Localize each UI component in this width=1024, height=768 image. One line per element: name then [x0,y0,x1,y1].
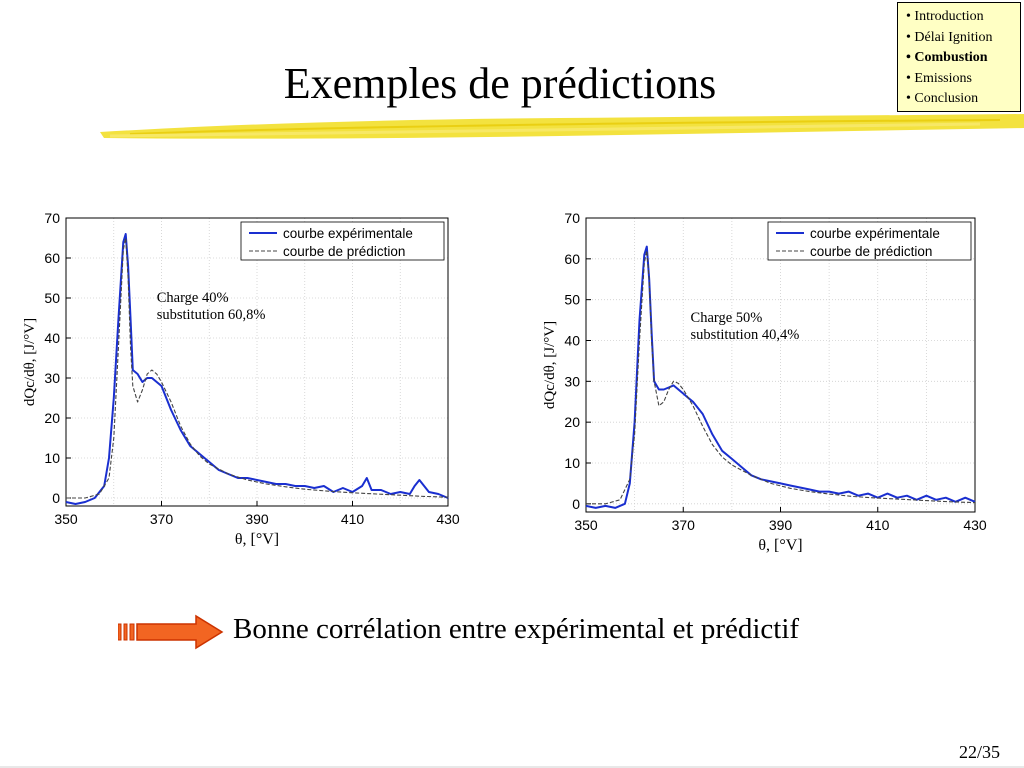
y-tick-label: 20 [564,414,580,430]
legend-label: courbe de prédiction [283,244,405,259]
x-tick-label: 370 [672,517,696,533]
series-line-experimental [585,245,976,509]
y-tick-label: 30 [44,370,60,386]
x-tick-label: 370 [150,511,174,527]
nav-item-conclusion[interactable]: • Conclusion [906,91,979,106]
chart-legend: courbe expérimentale courbe de prédiction [240,221,445,261]
legend-box [767,221,972,261]
y-tick-label: 70 [44,210,60,226]
y-tick-label: 40 [44,330,60,346]
y-tick-label: 50 [44,290,60,306]
chart-annotation: substitution 60,8% [157,307,266,323]
right-arrow-icon [118,614,224,650]
legend-label: courbe de prédiction [810,244,932,259]
x-tick-label: 430 [963,517,987,533]
chart-annotation: substitution 40,4% [691,327,800,343]
series-line-experimental [65,233,449,505]
chart-annotation: Charge 50% [691,310,763,326]
decorative-brush-stroke [100,114,1024,139]
x-axis-label: θ, [°V] [235,531,279,548]
legend-label: courbe expérimentale [283,226,413,241]
x-tick-label: 350 [574,517,598,533]
y-axis-label: dQc/dθ, [J/°V] [22,318,38,406]
y-tick-label: 30 [564,373,580,389]
x-tick-label: 430 [436,511,460,527]
chart-annotation: Charge 40% [157,290,229,306]
legend-label: courbe expérimentale [810,226,940,241]
y-tick-label: 50 [564,292,580,308]
x-axis-label: θ, [°V] [758,537,802,554]
navigation-box: • Introduction • Délai Ignition • Combus… [897,2,1021,112]
series-line-prediction [586,250,976,505]
chart-charge-40: 350 370 390 410 430 0 10 20 30 40 50 60 70 θ, [°V] dQc… [22,210,460,548]
series-line-prediction [66,237,449,499]
y-axis-label: dQc/dθ, [J/°V] [542,321,558,409]
x-tick-label: 410 [866,517,890,533]
x-tick-label: 390 [769,517,793,533]
x-tick-label: 410 [341,511,365,527]
x-tick-label: 390 [245,511,269,527]
chart-charge-50: 350 370 390 410 430 0 10 20 30 40 50 60 70 θ, [°V] dQc… [542,210,987,554]
nav-item-combustion[interactable]: • Combustion [906,50,988,65]
y-tick-label: 60 [44,250,60,266]
y-tick-label: 20 [44,410,60,426]
nav-item-introduction[interactable]: • Introduction [906,9,984,24]
page-number: 22/35 [958,742,1000,762]
nav-item-delai-ignition[interactable]: • Délai Ignition [906,29,993,45]
x-tick-label: 350 [54,511,78,527]
y-tick-label: 10 [564,455,580,471]
legend-box [240,221,445,261]
y-tick-label: 40 [564,333,580,349]
nav-item-emissions[interactable]: • Emissions [906,70,972,86]
y-tick-label: 60 [564,251,580,267]
y-tick-label: 10 [44,450,60,466]
y-tick-label: 70 [564,210,580,226]
slide-title: Exemples de prédictions [283,59,717,108]
footer-divider [0,766,1024,768]
chart-legend: courbe expérimentale courbe de prédiction [767,221,972,261]
conclusion-text: Bonne corrélation entre expérimental et … [233,613,800,645]
y-tick-label: 0 [572,496,580,512]
y-tick-label: 0 [52,490,60,506]
